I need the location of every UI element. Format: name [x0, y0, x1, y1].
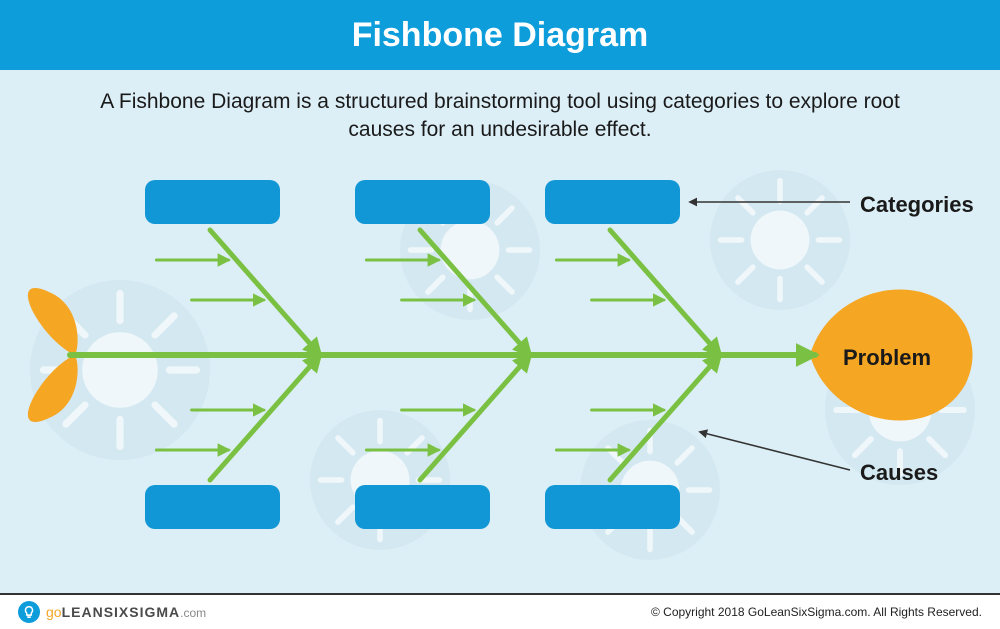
- categories-annotation: Categories: [860, 192, 974, 218]
- page-header: Fishbone Diagram: [0, 0, 1000, 70]
- brand-logo: goLEANSIXSIGMA.com: [18, 601, 206, 623]
- fishbone-diagram: Problem Categories Causes: [0, 150, 1000, 560]
- causes-annotation: Causes: [860, 460, 938, 486]
- footer-bar: goLEANSIXSIGMA.com © Copyright 2018 GoLe…: [0, 593, 1000, 629]
- problem-label: Problem: [843, 345, 931, 371]
- lightbulb-icon: [18, 601, 40, 623]
- logo-text: goLEANSIXSIGMA.com: [46, 604, 206, 620]
- copyright-text: © Copyright 2018 GoLeanSixSigma.com. All…: [651, 605, 982, 619]
- page-title: Fishbone Diagram: [352, 16, 649, 55]
- description-text: A Fishbone Diagram is a structured brain…: [0, 70, 1000, 153]
